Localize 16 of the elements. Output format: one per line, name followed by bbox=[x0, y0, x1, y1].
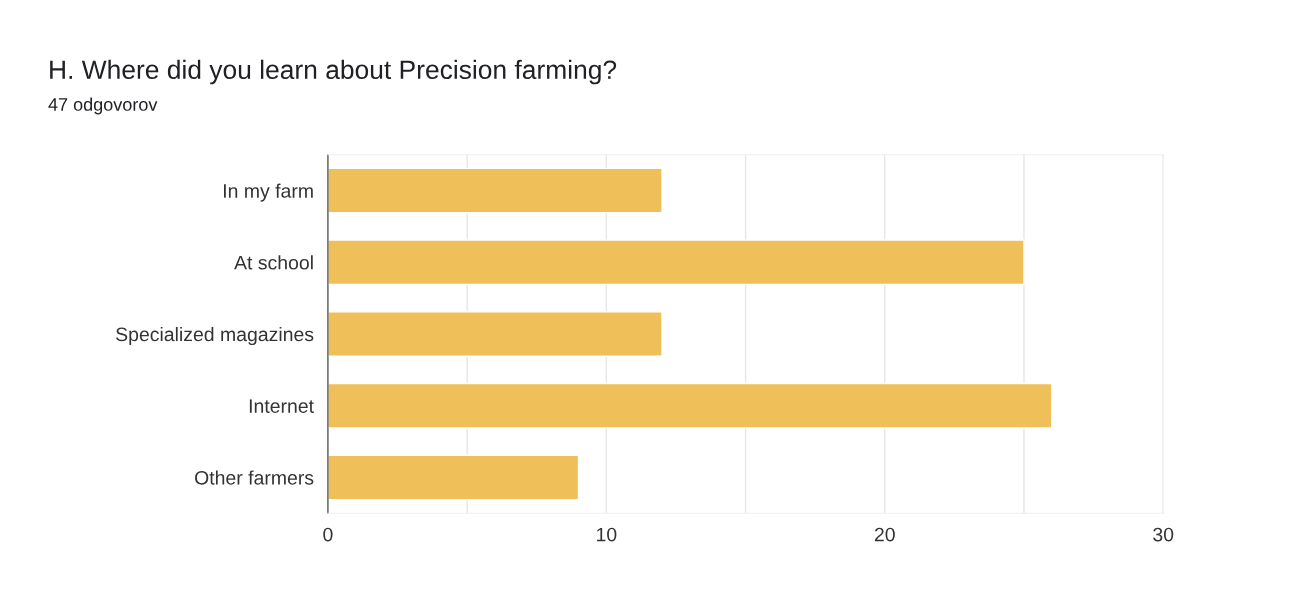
x-tick-label: 10 bbox=[597, 527, 617, 542]
x-tick-label: 30 bbox=[1153, 527, 1174, 542]
y-tick-label: Internet bbox=[249, 399, 314, 413]
bar bbox=[327, 311, 663, 357]
bar bbox=[327, 454, 580, 501]
y-tick-label: Other farmers bbox=[195, 470, 314, 485]
bar bbox=[327, 167, 663, 214]
x-tick-label: 20 bbox=[874, 527, 895, 542]
chart-title: H. Where did you learn about Precision farming? bbox=[50, 59, 617, 85]
y-tick-label: In my farm bbox=[224, 183, 313, 202]
bar bbox=[327, 239, 1025, 286]
y-tick-label: At school bbox=[234, 255, 313, 270]
bar bbox=[327, 382, 1053, 429]
text: 47 odgovorov bbox=[48, 97, 158, 115]
x-tick-label: 0 bbox=[323, 527, 333, 542]
y-tick-label: Specialized magazines bbox=[116, 326, 314, 346]
